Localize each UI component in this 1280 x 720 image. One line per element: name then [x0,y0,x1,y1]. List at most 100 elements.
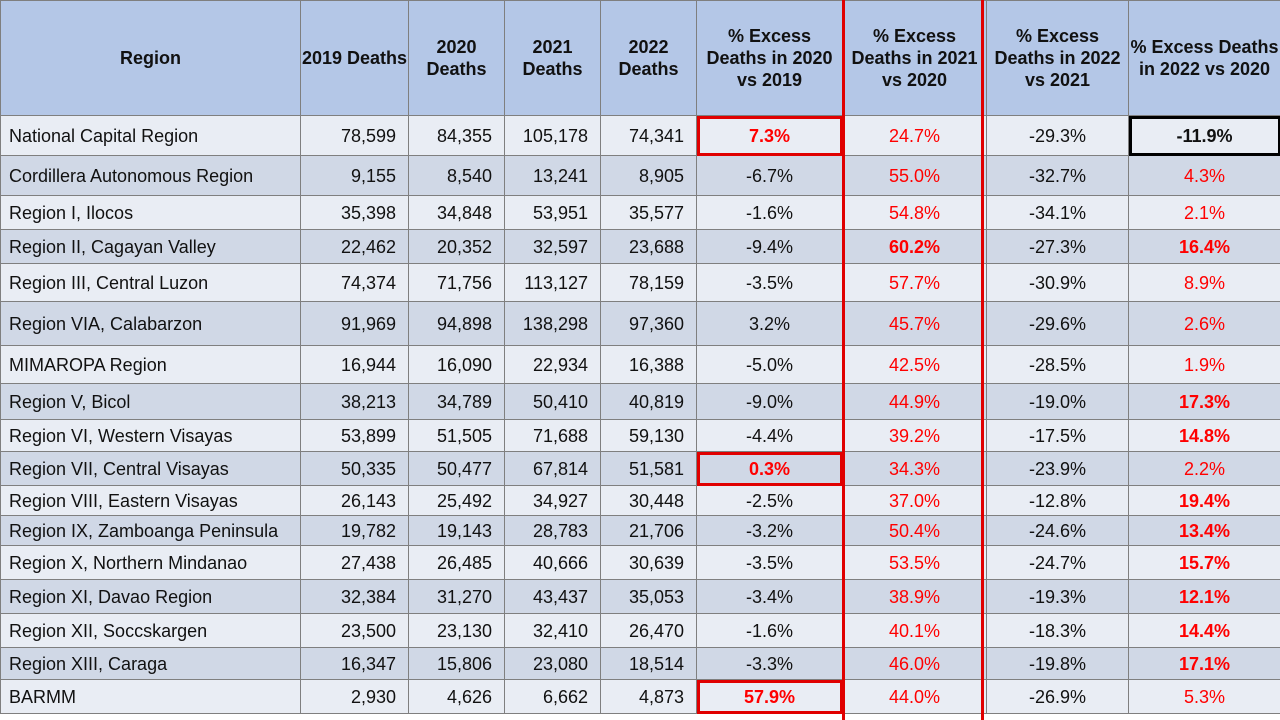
table-row: Region XI, Davao Region 32,384 31,270 43,43… [0,579,1280,614]
region-cell: Region V, Bicol [0,383,301,420]
region-cell: Region VIII, Eastern Visayas [0,485,301,516]
deaths-cell: 30,639 [600,545,697,580]
percent-cell: 37.0% [842,485,987,516]
deaths-cell: 16,388 [600,345,697,384]
deaths-cell: 71,756 [408,263,505,302]
table-row: Region X, Northern Mindanao 27,438 26,485 4… [0,545,1280,580]
deaths-cell: 26,470 [600,613,697,648]
table-row: Region VIII, Eastern Visayas 26,143 25,492… [0,485,1280,516]
percent-cell: 15.7% [1128,545,1280,580]
percent-cell: -19.3% [986,579,1129,614]
column-header-6: % Excess Deaths in 2021 vs 2020 [842,0,987,116]
deaths-cell: 22,462 [300,229,409,264]
percent-cell: 38.9% [842,579,987,614]
region-cell: BARMM [0,679,301,714]
column-header-3: 2021 Deaths [504,0,601,116]
deaths-cell: 43,437 [504,579,601,614]
deaths-cell: 35,053 [600,579,697,614]
deaths-cell: 23,500 [300,613,409,648]
percent-cell: -19.8% [986,647,1129,680]
percent-cell: 34.3% [842,451,987,486]
deaths-cell: 6,662 [504,679,601,714]
column-header-0: Region [0,0,301,116]
deaths-cell: 16,090 [408,345,505,384]
deaths-cell: 34,927 [504,485,601,516]
deaths-cell: 16,944 [300,345,409,384]
percent-cell: 19.4% [1128,485,1280,516]
percent-cell: 1.9% [1128,345,1280,384]
deaths-cell: 53,899 [300,419,409,452]
table-body: National Capital Region 78,599 84,355 105,1… [0,115,1280,714]
percent-cell: 42.5% [842,345,987,384]
deaths-cell: 19,782 [300,515,409,546]
deaths-cell: 40,666 [504,545,601,580]
deaths-cell: 22,934 [504,345,601,384]
table-row: Region III, Central Luzon 74,374 71,756 113… [0,263,1280,302]
percent-cell: 17.3% [1128,383,1280,420]
percent-cell: 40.1% [842,613,987,648]
percent-cell: 53.5% [842,545,987,580]
deaths-cell: 78,599 [300,115,409,156]
region-cell: Region III, Central Luzon [0,263,301,302]
region-cell: Cordillera Autonomous Region [0,155,301,196]
percent-cell: 54.8% [842,195,987,230]
column-header-2: 2020 Deaths [408,0,505,116]
deaths-cell: 13,241 [504,155,601,196]
deaths-cell: 105,178 [504,115,601,156]
table-row: Region V, Bicol 38,213 34,789 50,410 40,819-… [0,383,1280,420]
percent-cell: -2.5% [696,485,843,516]
deaths-cell: 4,626 [408,679,505,714]
region-cell: Region XIII, Caraga [0,647,301,680]
deaths-cell: 27,438 [300,545,409,580]
deaths-cell: 21,706 [600,515,697,546]
percent-cell: -34.1% [986,195,1129,230]
percent-cell: 39.2% [842,419,987,452]
deaths-cell: 9,155 [300,155,409,196]
percent-cell: -28.5% [986,345,1129,384]
table-row: National Capital Region 78,599 84,355 105,1… [0,115,1280,156]
percent-cell: 8.9% [1128,263,1280,302]
deaths-cell: 78,159 [600,263,697,302]
deaths-cell: 4,873 [600,679,697,714]
percent-cell: 50.4% [842,515,987,546]
deaths-cell: 74,341 [600,115,697,156]
table-row: Region VI, Western Visayas 53,899 51,505 71… [0,419,1280,452]
deaths-cell: 53,951 [504,195,601,230]
region-cell: Region XI, Davao Region [0,579,301,614]
deaths-cell: 84,355 [408,115,505,156]
deaths-cell: 34,789 [408,383,505,420]
region-cell: Region VII, Central Visayas [0,451,301,486]
table-row: Region IX, Zamboanga Peninsula 19,782 19,1… [0,515,1280,546]
deaths-cell: 40,819 [600,383,697,420]
percent-cell: -1.6% [696,195,843,230]
percent-cell: 14.4% [1128,613,1280,648]
deaths-cell: 23,130 [408,613,505,648]
column-header-1: 2019 Deaths [300,0,409,116]
percent-cell: 55.0% [842,155,987,196]
percent-cell: 5.3% [1128,679,1280,714]
percent-cell: -29.6% [986,301,1129,346]
percent-cell: -29.3% [986,115,1129,156]
percent-cell: -9.4% [696,229,843,264]
percent-cell: -11.9% [1128,115,1280,156]
column-header-5: % Excess Deaths in 2020 vs 2019 [696,0,843,116]
percent-cell: -3.3% [696,647,843,680]
deaths-cell: 26,485 [408,545,505,580]
percent-cell: 16.4% [1128,229,1280,264]
deaths-cell: 35,398 [300,195,409,230]
percent-cell: 2.2% [1128,451,1280,486]
table-row: Region II, Cagayan Valley 22,462 20,352 32,… [0,229,1280,264]
percent-cell: -3.5% [696,545,843,580]
percent-cell: 57.7% [842,263,987,302]
table-row: BARMM 2,930 4,626 6,662 4,873 57.9% 44.0% -26.9… [0,679,1280,714]
deaths-cell: 138,298 [504,301,601,346]
deaths-cell: 23,688 [600,229,697,264]
deaths-cell: 50,477 [408,451,505,486]
deaths-cell: 30,448 [600,485,697,516]
deaths-cell: 15,806 [408,647,505,680]
percent-cell: -27.3% [986,229,1129,264]
percent-cell: 4.3% [1128,155,1280,196]
percent-cell: 13.4% [1128,515,1280,546]
region-cell: MIMAROPA Region [0,345,301,384]
column-header-4: 2022 Deaths [600,0,697,116]
